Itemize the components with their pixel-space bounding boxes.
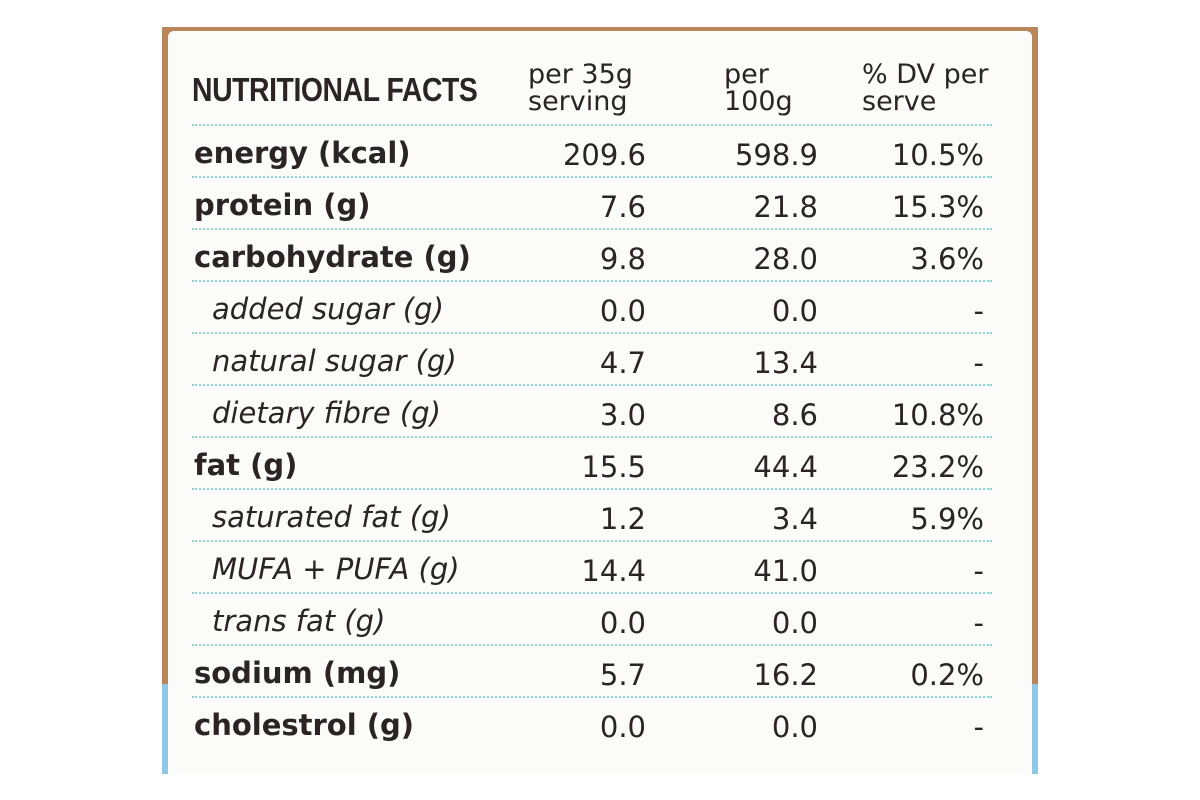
nutrient-name: saturated fat (g): [212, 500, 451, 534]
column-header-per-100g: per 100g: [724, 61, 793, 115]
column-header-dv: % DV per serve: [862, 61, 988, 115]
value-per-serving: 0.0: [599, 606, 646, 640]
value-per-100g: 16.2: [753, 658, 818, 692]
value-dv: 3.6%: [910, 242, 984, 276]
column-header-dv-line1: % DV per: [862, 59, 989, 90]
nutrient-row-cholestrol: cholestrol (g) 0.0 0.0 -: [168, 698, 1032, 750]
column-header-per-100g-line1: per: [724, 59, 769, 90]
nutrient-name: energy (kcal): [194, 136, 411, 170]
value-dv: 5.9%: [910, 502, 984, 536]
value-per-serving: 4.7: [599, 346, 646, 380]
nutrient-name: protein (g): [194, 188, 371, 222]
nutrient-row-added-sugar: added sugar (g) 0.0 0.0 -: [168, 282, 1032, 334]
nutrient-row-natural-sugar: natural sugar (g) 4.7 13.4 -: [168, 334, 1032, 386]
value-dv: -: [973, 346, 984, 380]
column-header-per-serving-line2: serving: [528, 86, 628, 117]
value-dv: -: [973, 606, 984, 640]
column-header-per-serving: per 35g serving: [528, 61, 633, 115]
value-per-serving: 5.7: [599, 658, 646, 692]
value-per-serving: 1.2: [599, 502, 646, 536]
value-per-100g: 44.4: [753, 450, 818, 484]
value-dv: 15.3%: [891, 190, 984, 224]
value-dv: -: [973, 554, 984, 588]
value-per-100g: 41.0: [753, 554, 818, 588]
nutrient-row-protein: protein (g) 7.6 21.8 15.3%: [168, 178, 1032, 230]
nutrient-row-fat: fat (g) 15.5 44.4 23.2%: [168, 438, 1032, 490]
column-header-per-serving-line1: per 35g: [528, 59, 633, 90]
nutrient-row-dietary-fibre: dietary fibre (g) 3.0 8.6 10.8%: [168, 386, 1032, 438]
value-per-serving: 209.6: [562, 138, 646, 172]
nutrient-name: MUFA + PUFA (g): [212, 552, 460, 586]
value-per-serving: 15.5: [581, 450, 646, 484]
value-dv: 23.2%: [891, 450, 984, 484]
nutrition-label: NUTRITIONAL FACTS per 35g serving per 10…: [168, 31, 1032, 774]
nutrient-name: sodium (mg): [194, 656, 401, 690]
value-per-100g: 3.4: [771, 502, 818, 536]
nutrient-name: dietary fibre (g): [212, 396, 441, 430]
nutrition-title: NUTRITIONAL FACTS: [192, 71, 478, 108]
value-dv: 0.2%: [910, 658, 984, 692]
nutrient-name: added sugar (g): [212, 292, 444, 326]
value-per-100g: 0.0: [771, 294, 818, 328]
value-per-serving: 0.0: [599, 710, 646, 744]
column-header-dv-line2: serve: [862, 86, 937, 117]
nutrient-row-sodium: sodium (mg) 5.7 16.2 0.2%: [168, 646, 1032, 698]
nutrient-row-saturated-fat: saturated fat (g) 1.2 3.4 5.9%: [168, 490, 1032, 542]
nutrient-name: trans fat (g): [212, 604, 386, 638]
value-per-100g: 0.0: [771, 710, 818, 744]
column-header-per-100g-line2: 100g: [724, 86, 793, 117]
value-per-serving: 0.0: [599, 294, 646, 328]
value-per-serving: 14.4: [581, 554, 646, 588]
nutrient-name: cholestrol (g): [194, 708, 415, 742]
value-per-100g: 598.9: [734, 138, 818, 172]
value-per-100g: 8.6: [771, 398, 818, 432]
nutrient-row-trans-fat: trans fat (g) 0.0 0.0 -: [168, 594, 1032, 646]
nutrient-row-mufa-pufa: MUFA + PUFA (g) 14.4 41.0 -: [168, 542, 1032, 594]
value-dv: -: [973, 710, 984, 744]
nutrient-row-carbohydrate: carbohydrate (g) 9.8 28.0 3.6%: [168, 230, 1032, 282]
nutrient-row-energy: energy (kcal) 209.6 598.9 10.5%: [168, 126, 1032, 178]
value-dv: -: [973, 294, 984, 328]
product-photo: NUTRITIONAL FACTS per 35g serving per 10…: [162, 27, 1038, 774]
header-divider: [192, 124, 992, 126]
value-per-100g: 0.0: [771, 606, 818, 640]
value-per-100g: 28.0: [753, 242, 818, 276]
nutrient-name: carbohydrate (g): [194, 240, 471, 274]
nutrient-name: fat (g): [194, 448, 298, 482]
value-per-100g: 21.8: [753, 190, 818, 224]
value-per-100g: 13.4: [753, 346, 818, 380]
value-per-serving: 3.0: [599, 398, 646, 432]
value-per-serving: 9.8: [599, 242, 646, 276]
value-dv: 10.5%: [891, 138, 984, 172]
value-dv: 10.8%: [891, 398, 984, 432]
value-per-serving: 7.6: [599, 190, 646, 224]
nutrient-name: natural sugar (g): [212, 344, 457, 378]
